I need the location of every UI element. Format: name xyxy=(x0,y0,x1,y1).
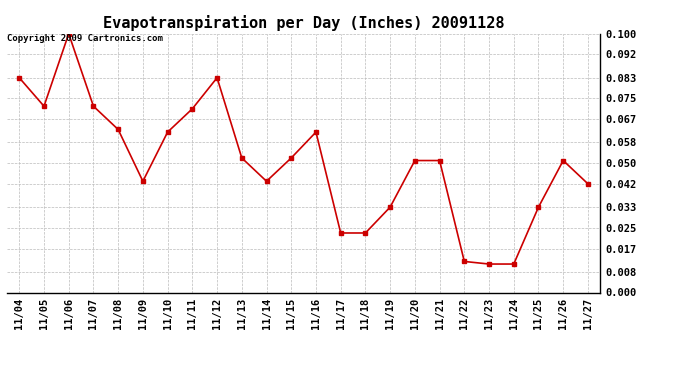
Title: Evapotranspiration per Day (Inches) 20091128: Evapotranspiration per Day (Inches) 2009… xyxy=(103,15,504,31)
Text: Copyright 2009 Cartronics.com: Copyright 2009 Cartronics.com xyxy=(7,34,163,43)
